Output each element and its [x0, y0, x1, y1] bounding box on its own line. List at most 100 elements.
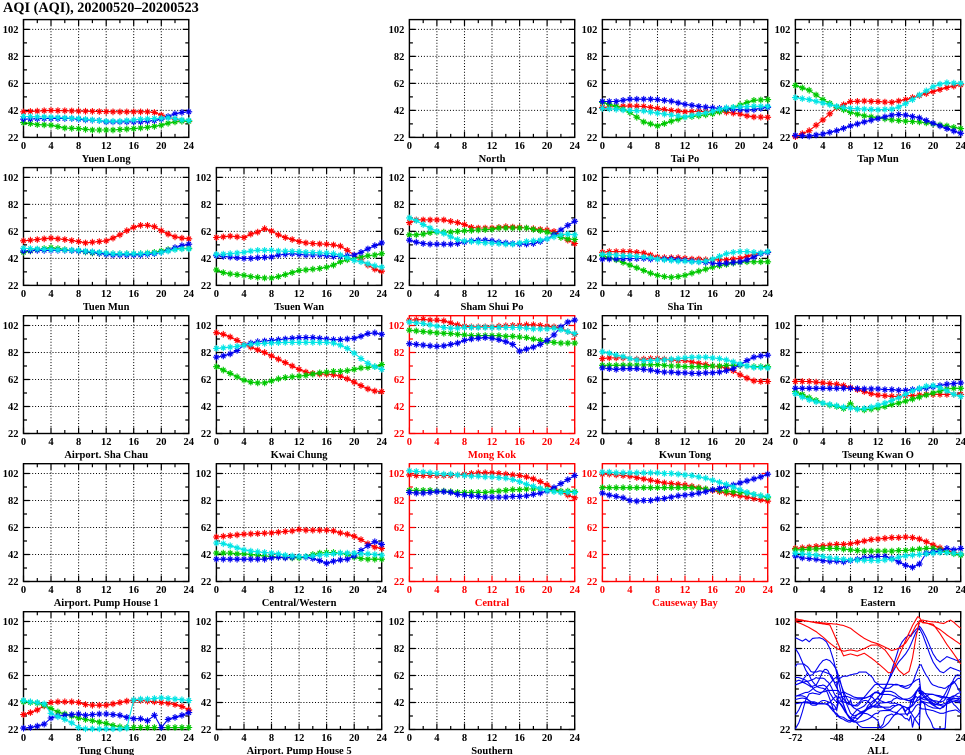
svg-text:Tai Po: Tai Po — [671, 154, 700, 165]
svg-text:42: 42 — [201, 550, 212, 561]
svg-text:North: North — [479, 154, 506, 165]
svg-text:22: 22 — [8, 725, 19, 736]
svg-text:22: 22 — [394, 725, 405, 736]
svg-text:4: 4 — [627, 289, 633, 300]
svg-text:16: 16 — [707, 585, 718, 596]
svg-text:102: 102 — [389, 321, 405, 332]
svg-text:24: 24 — [569, 437, 580, 448]
svg-text:62: 62 — [394, 227, 405, 238]
svg-text:20: 20 — [349, 437, 360, 448]
svg-text:0: 0 — [407, 733, 412, 744]
svg-text:0: 0 — [600, 585, 605, 596]
svg-text:Sham Shui Po: Sham Shui Po — [460, 302, 523, 313]
svg-text:102: 102 — [775, 25, 791, 36]
svg-text:4: 4 — [48, 289, 54, 300]
svg-text:4: 4 — [434, 289, 440, 300]
svg-text:4: 4 — [434, 585, 440, 596]
svg-text:16: 16 — [321, 733, 332, 744]
svg-text:12: 12 — [294, 289, 305, 300]
svg-text:102: 102 — [389, 617, 405, 628]
svg-text:0: 0 — [214, 289, 219, 300]
svg-text:16: 16 — [128, 733, 139, 744]
svg-text:62: 62 — [780, 375, 791, 386]
svg-text:62: 62 — [394, 523, 405, 534]
svg-text:12: 12 — [487, 141, 498, 152]
svg-text:0: 0 — [600, 437, 605, 448]
svg-text:16: 16 — [514, 141, 525, 152]
svg-text:0: 0 — [407, 437, 412, 448]
svg-text:102: 102 — [775, 321, 791, 332]
svg-text:20: 20 — [735, 437, 746, 448]
svg-text:12: 12 — [487, 289, 498, 300]
svg-text:24: 24 — [376, 437, 387, 448]
svg-text:62: 62 — [394, 79, 405, 90]
svg-text:82: 82 — [394, 200, 405, 211]
svg-text:82: 82 — [587, 200, 598, 211]
svg-text:12: 12 — [294, 733, 305, 744]
svg-text:22: 22 — [587, 577, 598, 588]
svg-text:82: 82 — [394, 496, 405, 507]
svg-text:8: 8 — [269, 585, 274, 596]
svg-text:0: 0 — [407, 585, 412, 596]
svg-text:24: 24 — [569, 141, 580, 152]
svg-text:102: 102 — [775, 617, 791, 628]
svg-text:22: 22 — [780, 577, 791, 588]
svg-text:20: 20 — [928, 141, 939, 152]
svg-text:22: 22 — [587, 133, 598, 144]
svg-text:24: 24 — [376, 733, 387, 744]
svg-text:20: 20 — [156, 585, 167, 596]
svg-text:16: 16 — [321, 437, 332, 448]
svg-text:12: 12 — [680, 585, 691, 596]
svg-text:24: 24 — [955, 733, 965, 744]
svg-text:62: 62 — [201, 375, 212, 386]
svg-text:24: 24 — [955, 585, 965, 596]
svg-text:20: 20 — [349, 289, 360, 300]
svg-text:24: 24 — [762, 437, 773, 448]
svg-text:20: 20 — [156, 141, 167, 152]
svg-text:12: 12 — [294, 585, 305, 596]
svg-text:8: 8 — [848, 141, 853, 152]
svg-text:16: 16 — [514, 289, 525, 300]
svg-text:4: 4 — [627, 585, 633, 596]
svg-text:0: 0 — [214, 437, 219, 448]
svg-text:Southern: Southern — [471, 746, 513, 755]
svg-text:24: 24 — [569, 585, 580, 596]
svg-text:12: 12 — [680, 437, 691, 448]
svg-text:20: 20 — [735, 141, 746, 152]
svg-text:62: 62 — [394, 671, 405, 682]
svg-text:102: 102 — [3, 469, 19, 480]
svg-text:20: 20 — [735, 585, 746, 596]
svg-text:102: 102 — [196, 173, 212, 184]
svg-text:22: 22 — [394, 281, 405, 292]
svg-text:62: 62 — [587, 227, 598, 238]
svg-text:20: 20 — [928, 585, 939, 596]
svg-text:22: 22 — [587, 429, 598, 440]
svg-text:8: 8 — [848, 437, 853, 448]
svg-text:4: 4 — [48, 733, 54, 744]
svg-text:Tap Mun: Tap Mun — [857, 154, 899, 165]
svg-text:102: 102 — [196, 321, 212, 332]
svg-text:42: 42 — [587, 254, 598, 265]
svg-text:Airport. Pump House 5: Airport. Pump House 5 — [247, 746, 352, 755]
svg-text:20: 20 — [156, 289, 167, 300]
svg-text:12: 12 — [873, 585, 884, 596]
svg-text:4: 4 — [627, 437, 633, 448]
svg-text:4: 4 — [627, 141, 633, 152]
svg-text:82: 82 — [201, 200, 212, 211]
svg-text:16: 16 — [707, 141, 718, 152]
svg-text:82: 82 — [587, 52, 598, 63]
svg-text:Kwai Chung: Kwai Chung — [271, 450, 329, 461]
svg-text:16: 16 — [900, 585, 911, 596]
svg-text:4: 4 — [820, 141, 826, 152]
svg-text:24: 24 — [184, 289, 195, 300]
svg-text:12: 12 — [101, 437, 112, 448]
svg-text:24: 24 — [762, 585, 773, 596]
svg-text:0: 0 — [600, 289, 605, 300]
svg-text:Tsuen Wan: Tsuen Wan — [274, 302, 324, 313]
svg-text:8: 8 — [269, 437, 274, 448]
svg-text:Sha Tin: Sha Tin — [668, 302, 703, 313]
svg-text:82: 82 — [8, 52, 19, 63]
svg-text:22: 22 — [394, 429, 405, 440]
svg-text:24: 24 — [955, 141, 965, 152]
svg-text:Tseung Kwan O: Tseung Kwan O — [842, 450, 914, 461]
